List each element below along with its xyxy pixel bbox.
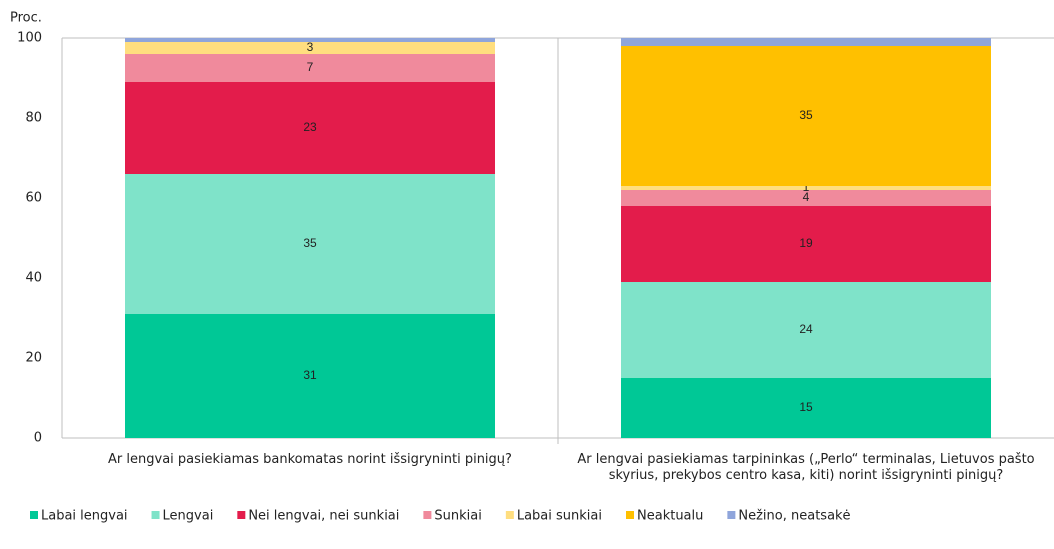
y-tick-label: 40 [25,271,42,286]
legend-marker [237,511,246,519]
bar-segment [125,174,495,314]
y-tick-label: 60 [25,191,42,206]
data-label: 35 [799,108,813,122]
legend-label: Labai lengvai [41,509,128,524]
data-label: 7 [307,60,314,74]
legend-label: Nežino, neatsakė [738,509,850,524]
data-label: 3 [307,40,314,54]
bar-segment [621,378,991,438]
data-label: 19 [799,236,813,250]
bar-segment [125,82,495,174]
data-label: 1 [803,180,810,194]
legend-marker [423,511,432,519]
data-label: 24 [799,322,813,336]
bar-segment [125,42,495,54]
data-label: 23 [303,120,317,134]
legend-label: Nei lengvai, nei sunkiai [248,509,399,524]
bar-segment [621,38,991,46]
legend-marker [30,511,38,519]
legend-label: Sunkiai [434,509,481,524]
legend-marker [727,511,736,519]
legend-label: Labai sunkiai [517,509,602,524]
legend-label: Neaktualu [637,509,703,524]
data-label: 4 [803,190,810,204]
bar-segment [125,54,495,82]
y-tick-label: 100 [17,31,42,46]
bar-segment [125,38,495,42]
bar-segment [125,314,495,438]
y-axis-label: Proc. [10,11,42,26]
x-tick-label: Ar lengvai pasiekiamas tarpininkas („Per… [577,452,1035,483]
y-tick-label: 0 [34,431,42,446]
legend-marker [626,511,634,519]
x-tick-label: Ar lengvai pasiekiamas bankomatas norint… [108,452,512,467]
bar-segment [621,282,991,378]
data-label: 15 [799,400,813,414]
bar-segment [621,190,991,206]
data-label: 31 [303,368,317,382]
bar-segment [621,206,991,282]
y-tick-label: 80 [25,111,42,126]
bar-segment [621,186,991,190]
legend-marker [505,511,514,519]
bar-segment [621,46,991,186]
y-tick-label: 20 [25,351,42,366]
legend-label: Lengvai [163,509,214,524]
data-label: 35 [303,236,317,250]
legend-marker [151,511,160,519]
